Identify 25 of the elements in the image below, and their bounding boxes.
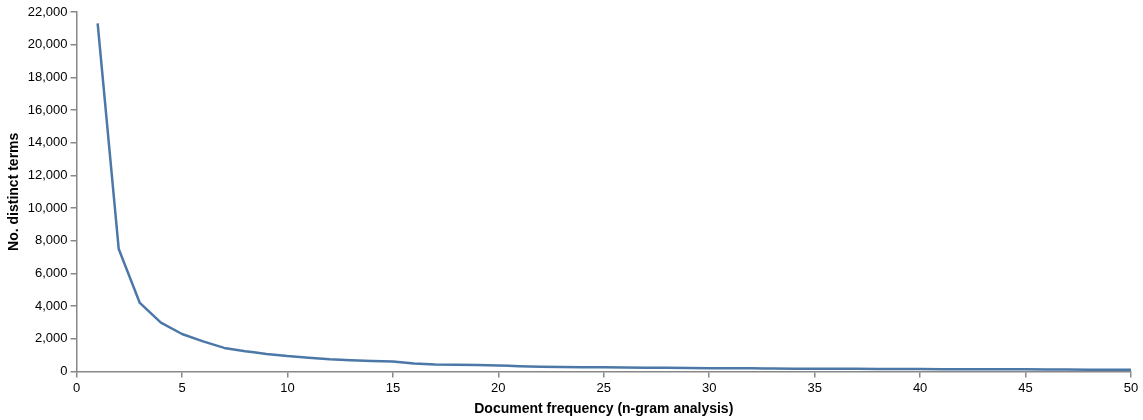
x-tick-label: 20 bbox=[491, 379, 506, 395]
y-tick-label: 10,000 bbox=[27, 199, 68, 215]
y-tick-label: 22,000 bbox=[27, 3, 68, 19]
x-axis-title: Document frequency (n-gram analysis) bbox=[474, 400, 734, 417]
y-axis-title: No. distinct terms bbox=[5, 132, 22, 251]
x-tick-label: 10 bbox=[280, 379, 295, 395]
x-tick-label: 30 bbox=[701, 379, 717, 395]
y-tick-label: 2,000 bbox=[35, 330, 68, 346]
y-tick-label: 16,000 bbox=[27, 101, 68, 117]
y-tick-label: 0 bbox=[60, 363, 68, 379]
x-tick-label: 35 bbox=[807, 379, 822, 395]
y-tick-label: 4,000 bbox=[35, 297, 68, 313]
x-tick-label: 0 bbox=[72, 379, 81, 395]
x-tick-label: 40 bbox=[912, 379, 928, 395]
y-tick-label: 8,000 bbox=[35, 232, 68, 248]
x-tick-label: 45 bbox=[1018, 379, 1033, 395]
x-tick-label: 50 bbox=[1123, 379, 1139, 395]
x-tick-label: 15 bbox=[385, 379, 401, 395]
y-tick-label: 20,000 bbox=[27, 36, 68, 52]
y-tick-label: 6,000 bbox=[35, 265, 68, 281]
y-tick-label: 18,000 bbox=[27, 68, 68, 84]
y-tick-label: 12,000 bbox=[27, 167, 68, 183]
x-tick-label: 25 bbox=[596, 379, 612, 395]
y-tick-label: 14,000 bbox=[27, 134, 68, 150]
x-tick-label: 5 bbox=[178, 379, 186, 395]
